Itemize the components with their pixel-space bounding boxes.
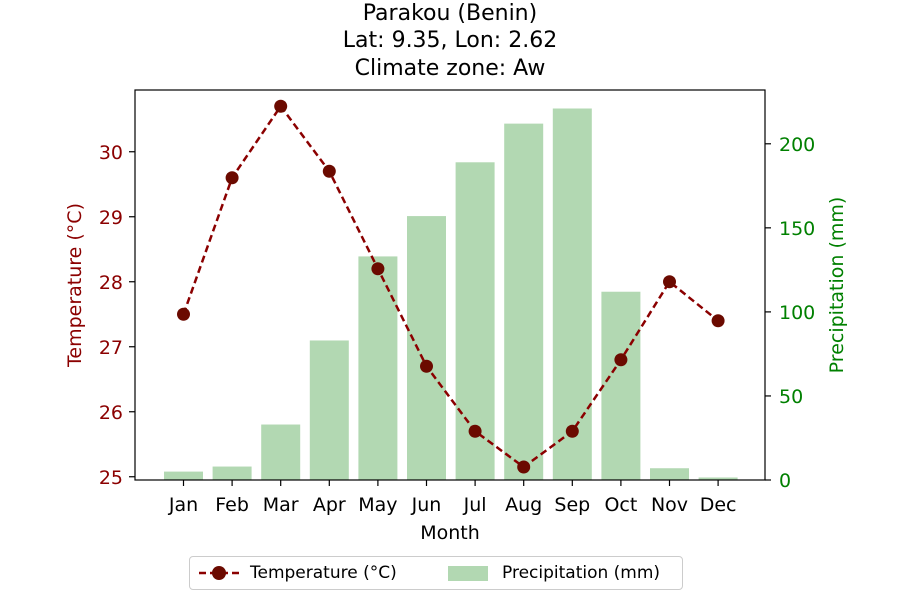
precipitation-bar-jun	[407, 216, 446, 481]
chart-legend: Temperature (°C) Precipitation (mm)	[189, 556, 683, 590]
y-right-tick-label: 50	[779, 386, 803, 408]
temperature-point-sep	[565, 424, 579, 438]
x-tick-label-jul: Jul	[463, 494, 487, 516]
legend-item-temperature: Temperature (°C)	[198, 557, 397, 589]
temperature-point-mar	[274, 99, 288, 113]
y-axis-left-label: Temperature (°C)	[64, 203, 86, 368]
x-tick-label-apr: Apr	[313, 494, 346, 516]
y-left-tick-label: 30	[99, 142, 123, 164]
y-axis-right-label: Precipitation (mm)	[826, 197, 848, 374]
x-tick-label-mar: Mar	[263, 494, 299, 516]
y-left-tick-label: 29	[99, 207, 123, 229]
y-left-tick-label: 26	[99, 402, 123, 424]
y-right-tick-label: 150	[779, 218, 815, 240]
x-tick-label-feb: Feb	[215, 494, 249, 516]
precipitation-bar-mar	[261, 424, 301, 480]
precipitation-bar-aug	[504, 123, 544, 480]
y-left-tick-label: 25	[99, 467, 123, 489]
x-tick-label-dec: Dec	[700, 494, 737, 516]
legend-precipitation-swatch	[448, 565, 488, 581]
x-tick-label-may: May	[358, 494, 397, 516]
temperature-line-layer	[177, 99, 725, 474]
x-tick-label-jan: Jan	[168, 494, 198, 516]
y-right-tick-label: 0	[779, 470, 791, 492]
temperature-point-oct	[614, 353, 628, 367]
precipitation-bar-dec	[698, 477, 738, 480]
y-right-tick-label: 100	[779, 302, 815, 324]
precipitation-bar-jan	[164, 471, 203, 480]
legend-precipitation-label: Precipitation (mm)	[502, 563, 661, 583]
temperature-point-jul	[468, 424, 482, 438]
precipitation-bar-may	[358, 256, 398, 480]
chart-title-line-1: Parakou (Benin)	[362, 1, 538, 26]
x-tick-label-jun: Jun	[411, 494, 442, 516]
x-axis-label: Month	[420, 522, 480, 544]
y-right-tick-label: 200	[779, 134, 815, 156]
precipitation-bar-oct	[601, 291, 641, 480]
precipitation-bar-feb	[212, 466, 252, 480]
temperature-point-jan	[177, 307, 190, 321]
chart-title-line-3: Climate zone: Aw	[354, 56, 546, 81]
x-tick-label-aug: Aug	[505, 494, 542, 516]
temperature-point-jun	[420, 359, 433, 373]
temperature-point-dec	[711, 314, 725, 328]
x-tick-label-oct: Oct	[604, 494, 637, 516]
y-left-tick-label: 28	[99, 272, 123, 294]
temperature-point-feb	[225, 171, 239, 185]
axes: 25 26 27 28 29 30 0 50 100 150 200 Jan Feb Mar Apr May J…	[99, 89, 815, 516]
plot-frame	[134, 89, 766, 481]
precipitation-bar-sep	[552, 108, 592, 480]
x-tick-label-sep: Sep	[554, 494, 590, 516]
temperature-point-nov	[663, 275, 676, 289]
x-tick-label-nov: Nov	[651, 494, 688, 516]
legend-temperature-swatch	[199, 566, 239, 580]
temperature-point-aug	[517, 460, 531, 474]
precipitation-bar-apr	[309, 340, 349, 480]
legend-item-precipitation: Precipitation (mm)	[448, 557, 660, 589]
precipitation-bar-nov	[650, 468, 689, 480]
y-left-tick-label: 27	[99, 337, 123, 359]
precipitation-bars	[164, 108, 738, 481]
legend-temperature-label: Temperature (°C)	[250, 563, 397, 583]
temperature-point-apr	[322, 164, 336, 178]
temperature-point-may	[371, 262, 385, 276]
chart-title-line-2: Lat: 9.35, Lon: 2.62	[342, 28, 558, 53]
